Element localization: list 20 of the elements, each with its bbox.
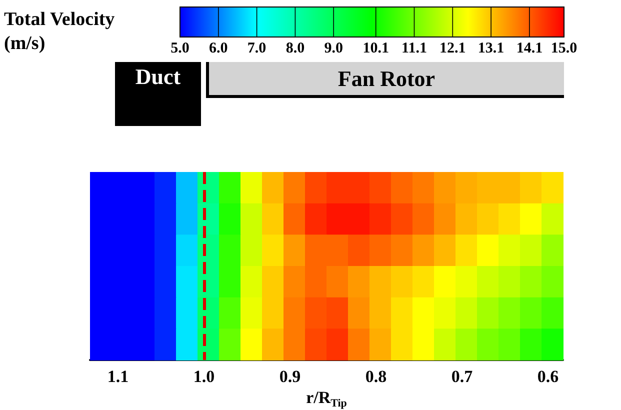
color-bar-label: 10.1 xyxy=(362,40,389,56)
color-bar-label: 9.0 xyxy=(324,40,343,56)
rotor-block: Fan Rotor xyxy=(206,62,564,98)
color-bar-label: 12.1 xyxy=(440,40,466,56)
color-bar-label: 11.1 xyxy=(402,40,427,56)
color-bar-label: 8.0 xyxy=(286,40,305,56)
color-bar-label: 5.0 xyxy=(170,40,190,56)
color-bar-label: 6.0 xyxy=(209,40,228,56)
color-bar-label: 13.1 xyxy=(478,40,504,56)
duct-block: Duct xyxy=(115,62,201,126)
x-tick-label: 0.8 xyxy=(365,367,387,386)
color-bar-label: 14.1 xyxy=(516,40,543,56)
x-tick-label: 1.1 xyxy=(107,367,129,386)
x-tick-label: 0.9 xyxy=(279,367,301,386)
color-bar-label: 7.0 xyxy=(247,40,266,56)
x-tick-label: 0.7 xyxy=(451,367,474,386)
x-tick-label: 0.6 xyxy=(537,367,559,386)
color-bar-title: Total Velocity (m/s) xyxy=(4,8,116,56)
x-tick-label: 1.0 xyxy=(193,367,215,386)
color-bar-label: 15.0 xyxy=(550,40,578,56)
